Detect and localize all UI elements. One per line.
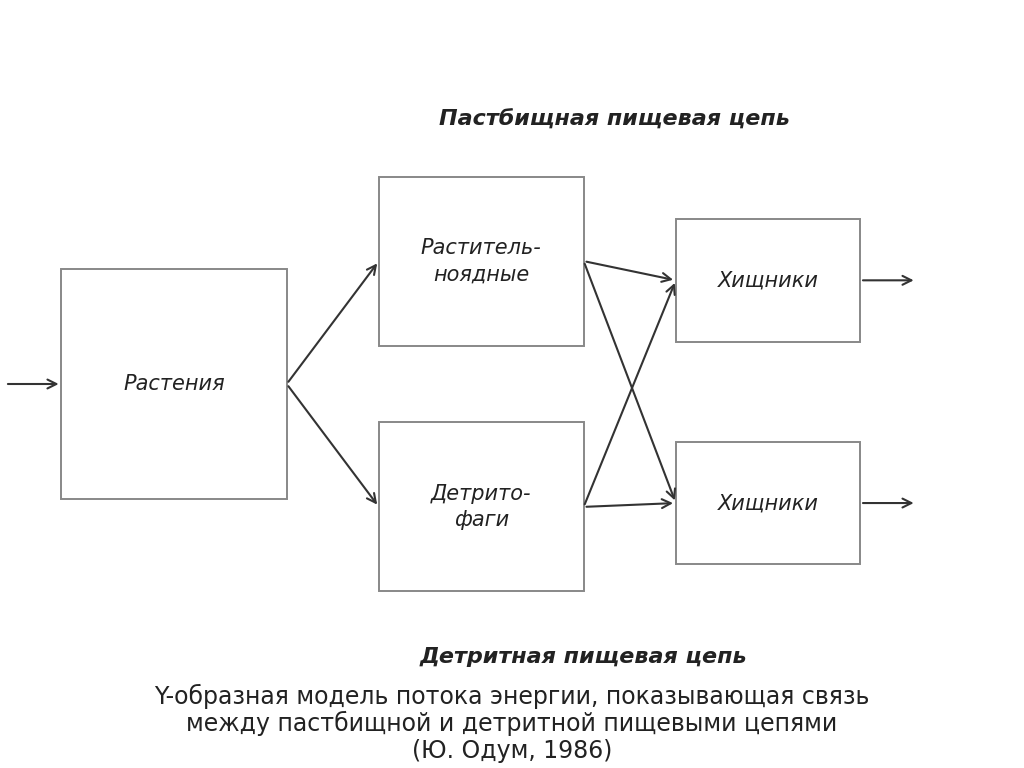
Text: Детритная пищевая цепь: Детритная пищевая цепь	[420, 647, 748, 667]
FancyBboxPatch shape	[379, 177, 584, 346]
Text: (Ю. Одум, 1986): (Ю. Одум, 1986)	[412, 739, 612, 763]
Text: Пастбищная пищевая цепь: Пастбищная пищевая цепь	[439, 109, 790, 129]
Text: Детрито-
фаги: Детрито- фаги	[431, 484, 531, 530]
FancyBboxPatch shape	[61, 269, 287, 499]
FancyBboxPatch shape	[379, 422, 584, 591]
Text: Хищники: Хищники	[718, 493, 818, 513]
Text: Y-образная модель потока энергии, показывающая связь: Y-образная модель потока энергии, показы…	[155, 684, 869, 709]
Text: между пастбищной и детритной пищевыми цепями: между пастбищной и детритной пищевыми це…	[186, 711, 838, 736]
Text: Раститель-
ноядные: Раститель- ноядные	[421, 238, 542, 284]
Text: Растения: Растения	[123, 374, 225, 394]
FancyBboxPatch shape	[676, 442, 860, 564]
FancyBboxPatch shape	[676, 219, 860, 342]
Text: Хищники: Хищники	[718, 270, 818, 290]
